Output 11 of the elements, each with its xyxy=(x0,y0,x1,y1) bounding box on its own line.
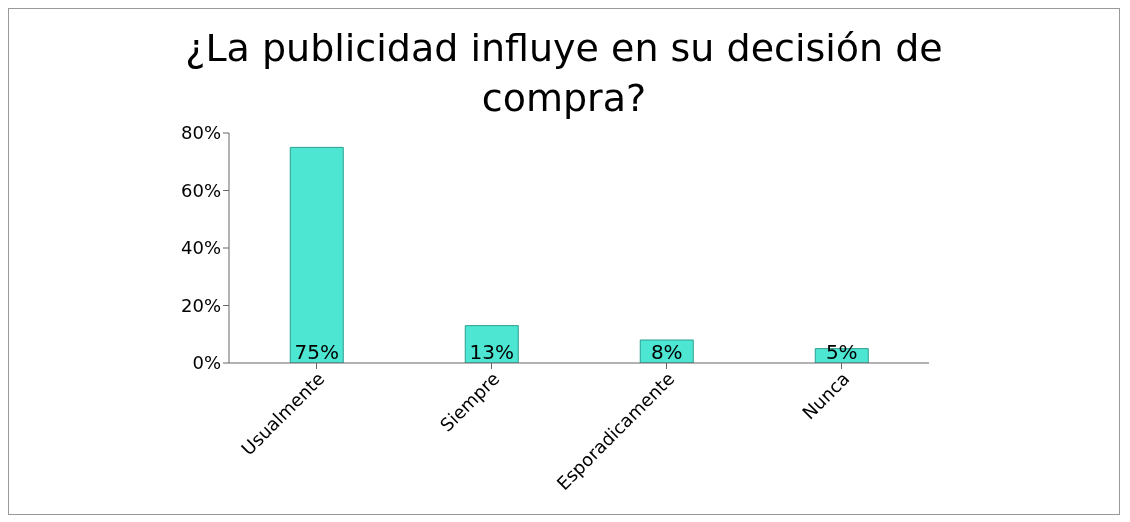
data-label: 5% xyxy=(825,340,858,364)
y-tick-label: 0% xyxy=(192,352,221,374)
y-tick-label: 20% xyxy=(180,294,221,316)
data-label: 8% xyxy=(650,340,683,364)
data-label: 75% xyxy=(294,340,339,364)
data-label: 13% xyxy=(469,340,514,364)
y-tick-label: 40% xyxy=(180,237,221,259)
chart-title: ¿La publicidad influye en su decisión de compra? xyxy=(184,25,944,122)
y-tick-label: 80% xyxy=(180,122,221,144)
y-tick-label: 60% xyxy=(180,179,221,201)
bar xyxy=(289,146,344,363)
